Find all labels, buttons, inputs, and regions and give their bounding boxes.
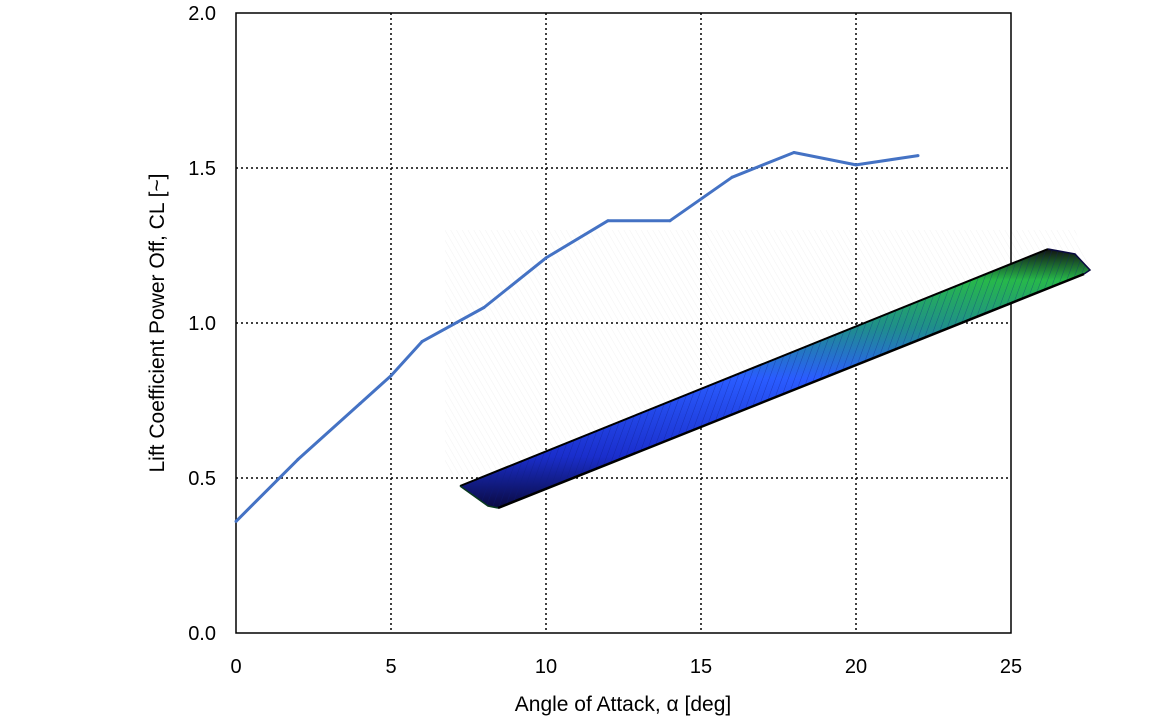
data-point [668, 219, 672, 223]
x-tick-label: 20 [845, 656, 867, 678]
plot-frame [235, 12, 1012, 634]
data-point [916, 154, 920, 158]
x-tick-label: 10 [535, 656, 557, 678]
wing-mesh-image [459, 248, 1092, 510]
data-point [792, 151, 796, 154]
data-point [606, 219, 610, 223]
y-tick-label: 1.0 [188, 313, 216, 335]
y-axis-title: Lift Coefficient Power Off, CL [~] [146, 173, 169, 472]
x-axis-ticks: 0 5 10 15 20 25 [230, 656, 1022, 678]
series-layer [234, 151, 920, 523]
data-point [389, 374, 393, 378]
data-point [296, 457, 300, 461]
data-point [854, 163, 858, 167]
data-point [234, 519, 238, 523]
x-axis-title: Angle of Attack, α [deg] [515, 693, 731, 716]
data-point [544, 256, 548, 260]
x-tick-label: 15 [690, 656, 712, 678]
data-point [482, 306, 486, 309]
y-tick-label: 0.5 [188, 468, 216, 490]
y-tick-label: 2.0 [188, 3, 216, 25]
y-axis-ticks: 0.0 0.5 1.0 1.5 2.0 [188, 3, 216, 645]
data-point [730, 175, 734, 179]
data-point [420, 340, 424, 344]
y-tick-label: 1.5 [188, 158, 216, 180]
x-tick-label: 5 [385, 656, 396, 678]
x-tick-label: 25 [1000, 656, 1022, 678]
x-tick-label: 0 [230, 656, 241, 678]
y-tick-label: 0.0 [188, 623, 216, 645]
data-point [358, 402, 362, 406]
